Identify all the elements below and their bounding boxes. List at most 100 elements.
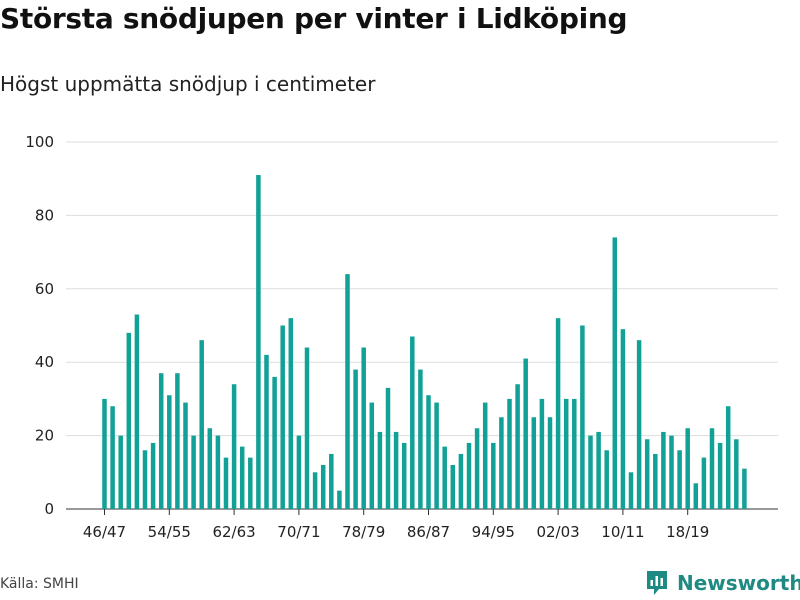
bar-16/17 xyxy=(669,435,674,509)
bar-80/81 xyxy=(377,431,383,509)
chart-title: Största snödjupen per vinter i Lidköping xyxy=(0,2,628,35)
bar-06/07 xyxy=(588,435,593,509)
bar-94/95 xyxy=(491,442,496,509)
chart-subtitle: Högst uppmätta snödjup i centimeter xyxy=(0,72,376,96)
x-tick-label-78/79: 78/79 xyxy=(342,523,385,541)
bar-81/82 xyxy=(385,387,391,509)
bar-13/14 xyxy=(644,439,650,509)
bar-79/80 xyxy=(369,402,375,509)
source-note: Källa: SMHI xyxy=(0,576,79,592)
x-tick-label-10/11: 10/11 xyxy=(601,523,644,541)
bar-67/68 xyxy=(272,376,277,509)
bar-68/69 xyxy=(280,325,285,509)
bar-75/76 xyxy=(337,490,342,509)
bar-64/65 xyxy=(248,457,253,509)
bar-76/77 xyxy=(345,274,350,509)
bar-22/23 xyxy=(717,442,723,509)
bar-56/57 xyxy=(183,402,188,509)
bar-05/06 xyxy=(580,325,585,509)
bar-01/02 xyxy=(547,417,553,509)
bar-89/90 xyxy=(450,464,456,509)
bar-12/13 xyxy=(636,340,642,509)
bar-57/58 xyxy=(191,435,196,509)
bar-04/05 xyxy=(572,398,577,509)
bar-88/89 xyxy=(442,446,447,509)
bar-65/66 xyxy=(256,175,261,509)
bar-82/83 xyxy=(393,431,399,509)
x-tick-label-46/47: 46/47 xyxy=(83,523,126,541)
bar-85/86 xyxy=(418,369,423,509)
bar-53/54 xyxy=(158,373,164,509)
bar-08/09 xyxy=(604,450,609,509)
bar-69/70 xyxy=(288,318,294,509)
bar-51/52 xyxy=(142,450,148,509)
bar-95/96 xyxy=(499,417,504,509)
y-tick-label-100: 100 xyxy=(25,133,54,151)
bar-52/53 xyxy=(150,442,156,509)
bar-97/98 xyxy=(515,384,520,509)
bar-91/92 xyxy=(466,442,472,509)
y-tick-label-0: 0 xyxy=(44,500,54,518)
bar-66/67 xyxy=(264,354,269,509)
bar-11/12 xyxy=(628,472,634,509)
y-tick-label-20: 20 xyxy=(35,427,54,445)
bar-15/16 xyxy=(661,431,666,509)
bar-73/74 xyxy=(320,464,326,509)
x-tick-label-02/03: 02/03 xyxy=(536,523,579,541)
x-tick-label-94/95: 94/95 xyxy=(472,523,515,541)
bar-chart: 0 20 40 60 80 100 46/47 54/55 62/63 70/71 78/79 86/… xyxy=(25,133,778,541)
brand-logo: Newsworthy xyxy=(645,569,800,597)
bar-18/19 xyxy=(685,428,690,509)
bar-93/94 xyxy=(482,402,488,509)
bar-21/22 xyxy=(709,428,715,509)
bar-54/55 xyxy=(167,395,172,509)
bar-09/10 xyxy=(612,237,618,510)
bar-17/18 xyxy=(677,450,682,509)
bar-99/00 xyxy=(531,417,537,509)
x-tick-label-54/55: 54/55 xyxy=(148,523,191,541)
bar-23/24 xyxy=(725,406,731,509)
bar-84/85 xyxy=(410,336,415,509)
bar-70/71 xyxy=(296,435,302,509)
bar-14/15 xyxy=(653,453,658,509)
bar-96/97 xyxy=(507,398,512,509)
bar-19/20 xyxy=(693,483,699,509)
bar-00/01 xyxy=(539,398,545,509)
bar-55/56 xyxy=(175,373,180,509)
bar-90/91 xyxy=(458,453,464,509)
bar-07/08 xyxy=(596,431,601,509)
bar-10/11 xyxy=(620,329,626,509)
bar-50/51 xyxy=(134,314,140,509)
bar-03/04 xyxy=(563,398,569,509)
newsworthy-logo-icon xyxy=(647,571,667,595)
x-tick-label-18/19: 18/19 xyxy=(666,523,709,541)
x-tick-label-70/71: 70/71 xyxy=(277,523,320,541)
bar-59/60 xyxy=(207,428,213,509)
bar-63/64 xyxy=(239,446,245,509)
bar-58/59 xyxy=(199,340,204,509)
brand-name: Newsworthy xyxy=(677,571,800,595)
bar-24/25 xyxy=(734,439,739,509)
y-tick-label-40: 40 xyxy=(35,353,54,371)
bar-77/78 xyxy=(353,369,358,509)
bar-46/47 xyxy=(102,398,107,509)
bar-62/63 xyxy=(231,384,237,509)
bar-25/26 xyxy=(742,468,747,509)
bar-71/72 xyxy=(304,347,310,509)
bar-61/62 xyxy=(223,457,229,509)
bar-02/03 xyxy=(555,318,561,509)
bar-72/73 xyxy=(312,472,318,509)
bar-98/99 xyxy=(523,358,528,509)
bar-87/88 xyxy=(434,402,439,509)
y-tick-label-60: 60 xyxy=(35,280,54,298)
bar-83/84 xyxy=(401,442,407,509)
bar-49/50 xyxy=(126,332,132,509)
bar-48/49 xyxy=(118,435,123,509)
y-tick-label-80: 80 xyxy=(35,206,54,224)
bar-60/61 xyxy=(215,435,221,509)
bar-20/21 xyxy=(701,457,707,509)
bar-86/87 xyxy=(426,395,431,509)
x-tick-label-86/87: 86/87 xyxy=(407,523,450,541)
bar-47/48 xyxy=(110,406,115,509)
bar-92/93 xyxy=(474,428,480,509)
